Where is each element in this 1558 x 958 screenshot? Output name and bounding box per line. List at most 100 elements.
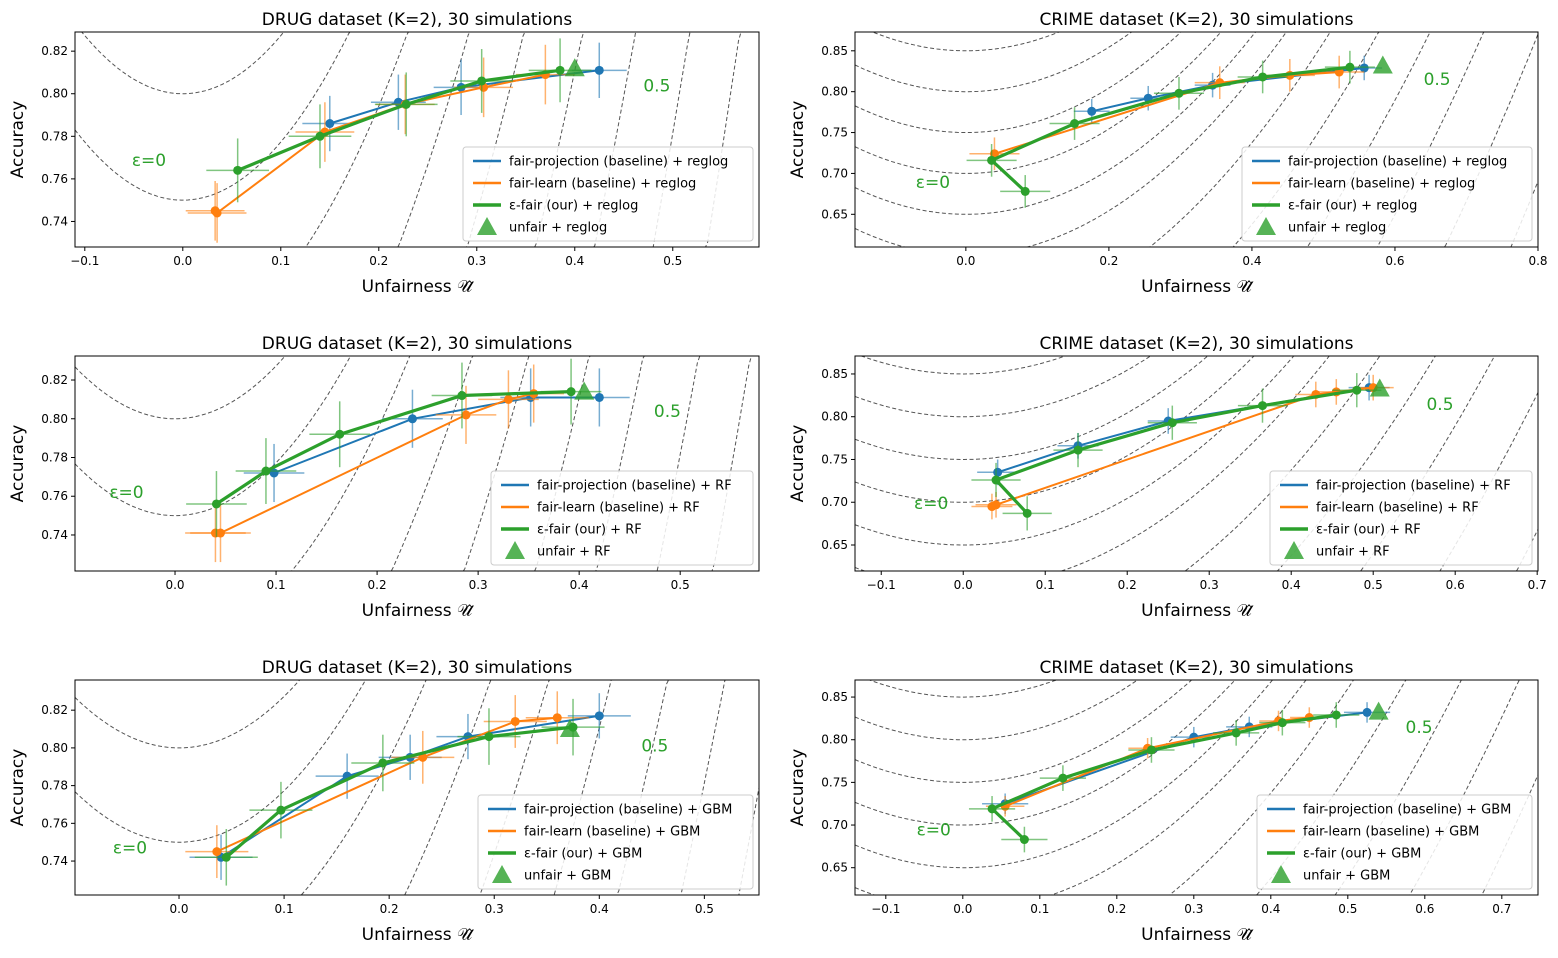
data-point (1231, 728, 1241, 738)
y-tick-label: 0.82 (41, 44, 68, 58)
series-line (988, 65, 1351, 193)
x-tick-label: 0.3 (1200, 578, 1219, 592)
contour-line (1168, 680, 1355, 895)
y-axis-label: Accuracy (788, 749, 808, 827)
chart-title: CRIME dataset (K=2), 30 simulations (1040, 334, 1354, 354)
legend-label: ε-fair (our) + reglog (509, 199, 638, 214)
data-point (221, 852, 231, 862)
legend-label: fair-learn (baseline) + RF (537, 501, 700, 516)
chart-title: DRUG dataset (K=2), 30 simulations (262, 334, 573, 354)
series-fair_projection (302, 42, 627, 152)
data-point (212, 208, 222, 218)
x-tick-label: 0.7 (1528, 578, 1547, 592)
data-point (991, 500, 1001, 510)
x-tick-label: 0.1 (271, 254, 290, 268)
legend-label: ε-fair (our) + GBM (1303, 847, 1421, 862)
legend: fair-projection (baseline) + RF fair-lear… (1269, 470, 1533, 566)
data-point (215, 528, 225, 538)
data-point (503, 394, 513, 404)
x-tick-label: 0.2 (369, 254, 388, 268)
data-point (1345, 62, 1355, 72)
y-tick-label: 0.65 (821, 861, 848, 875)
legend-label: unfair + RF (1316, 545, 1390, 560)
legend-label: fair-projection (baseline) + GBM (524, 803, 732, 818)
y-tick-label: 0.74 (41, 528, 68, 542)
annotation-label: ε=0 (916, 173, 950, 193)
contour-line (855, 356, 1330, 571)
data-point (1087, 106, 1097, 116)
chart-title: DRUG dataset (K=2), 30 simulations (262, 658, 573, 678)
x-tick-label: 0.6 (1385, 254, 1404, 268)
y-tick-label: 0.76 (41, 816, 68, 830)
plot-area (75, 32, 742, 247)
data-point (1019, 835, 1029, 845)
x-tick-label: −0.1 (70, 254, 99, 268)
y-axis-label: Accuracy (788, 101, 808, 179)
data-point (555, 65, 565, 75)
y-tick-label: 0.85 (821, 44, 848, 58)
x-tick-label: 0.1 (1030, 902, 1049, 916)
x-axis-label: Unfairness 𝒰̂ (362, 277, 475, 297)
y-tick-label: 0.70 (821, 495, 848, 509)
contour-line (855, 356, 1295, 546)
legend: fair-projection (baseline) + GBM fair-lea… (1256, 794, 1533, 890)
data-point (1022, 508, 1032, 518)
x-tick-label: 0.0 (169, 902, 188, 916)
series-line (216, 716, 558, 853)
legend-label: fair-learn (baseline) + GBM (1303, 825, 1479, 840)
y-tick-label: 0.85 (821, 690, 848, 704)
x-axis-label: Unfairness 𝒰̂ (1141, 925, 1254, 945)
y-tick-label: 0.65 (821, 538, 848, 552)
legend-box (1269, 470, 1533, 566)
data-point (594, 65, 604, 75)
y-axis-label: Accuracy (788, 425, 808, 503)
y-tick-label: 0.78 (41, 450, 68, 464)
subplot-1: ε=0 0.5 −0.1 0.0 0.1 0.2 0.3 0.4 0.5 0.74 0.76 0.78… (8, 10, 760, 297)
x-tick-label: 0.1 (275, 902, 294, 916)
y-tick-label: 0.78 (41, 129, 68, 143)
legend-swatch-unfair (1284, 541, 1304, 559)
y-tick-label: 0.80 (821, 85, 848, 99)
legend-label: fair-learn (baseline) + GBM (524, 825, 700, 840)
annotation-label: 0.5 (654, 402, 681, 422)
x-tick-label: 0.4 (1282, 578, 1301, 592)
subplot-4: ε=0 0.5 −0.1 0.0 0.1 0.2 0.3 0.4 0.5 0.6 0.7 0.65 0.… (788, 334, 1547, 621)
plot-area (855, 32, 1538, 247)
y-tick-label: 0.80 (821, 410, 848, 424)
series-line (273, 396, 600, 474)
legend-swatch-unfair (477, 217, 497, 235)
y-tick-label: 0.74 (41, 214, 68, 228)
legend: fair-projection (baseline) + reglog fair-… (1241, 146, 1533, 242)
x-tick-label: 0.5 (1364, 578, 1383, 592)
data-point (1352, 385, 1362, 395)
y-axis-label: Accuracy (8, 101, 28, 179)
series-line (1004, 716, 1310, 808)
contour-line (855, 680, 1236, 826)
x-tick-label: 0.4 (570, 578, 589, 592)
data-point (407, 414, 417, 424)
annotation-label: 0.5 (1406, 718, 1433, 738)
y-tick-label: 0.80 (41, 87, 68, 101)
contour-line (1334, 680, 1462, 895)
y-tick-label: 0.70 (821, 818, 848, 832)
subplot-6: ε=0 0.5 −0.1 0.0 0.1 0.2 0.3 0.4 0.5 0.6 0.7 0.65 0.… (788, 658, 1539, 945)
series-line (329, 69, 600, 125)
x-tick-label: 0.2 (1099, 254, 1118, 268)
y-tick-label: 0.74 (41, 854, 68, 868)
contour-line (855, 680, 1139, 741)
series-line (994, 71, 1340, 155)
contour-line (855, 680, 1193, 783)
data-point (987, 804, 997, 814)
data-point (566, 387, 576, 397)
y-tick-label: 0.80 (41, 412, 68, 426)
unfair-marker (564, 58, 585, 77)
data-point (1258, 72, 1268, 82)
series-eps_fair (194, 698, 605, 886)
legend-box (462, 146, 754, 242)
x-tick-label: −0.1 (871, 902, 900, 916)
legend-swatch-unfair (1256, 217, 1276, 235)
data-point (233, 165, 243, 175)
unfair-marker (1368, 701, 1389, 720)
x-tick-label: 0.2 (1118, 578, 1137, 592)
contour-line (855, 32, 1257, 215)
